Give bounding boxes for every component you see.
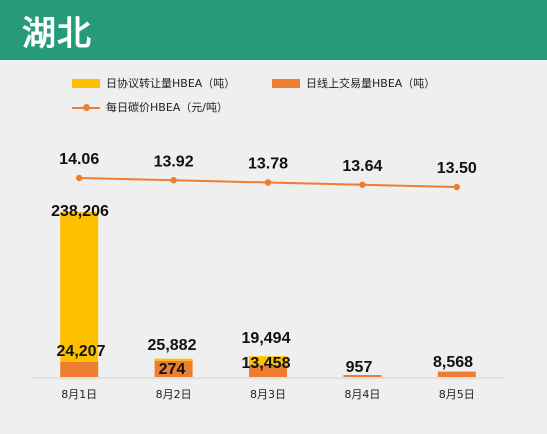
data-label-online-1: 24,207	[57, 343, 106, 360]
x-tick-label-4: 8月4日	[344, 388, 380, 401]
price-label-5: 13.50	[437, 160, 477, 177]
bar-agreement-3	[249, 356, 287, 365]
legend-swatch-price	[72, 103, 100, 112]
price-label-2: 13.92	[154, 153, 194, 170]
bar-online-5	[437, 371, 476, 377]
price-point-2	[170, 177, 177, 184]
x-tick-label-5: 8月5日	[439, 388, 475, 401]
data-label-agreement-3: 13,458	[242, 355, 291, 372]
x-tick-label-2: 8月2日	[156, 388, 192, 401]
data-label-online-2: 25,882	[148, 337, 197, 354]
page-title: 湖北	[22, 14, 92, 54]
x-tick-label-3: 8月3日	[250, 388, 286, 401]
data-label-online-4: 957	[346, 359, 373, 376]
data-label-online-3: 19,494	[242, 330, 291, 347]
data-label-agreement-2: 274	[159, 361, 186, 378]
header-bar: 湖北	[0, 0, 547, 60]
legend-swatch-agreement	[72, 78, 100, 88]
bar-online-1	[60, 361, 99, 377]
price-label-1: 14.06	[59, 151, 99, 168]
legend-item-agreement: 日协议转让量HBEA（吨）	[72, 75, 235, 91]
legend-item-price: 每日碳价HBEA（元/吨）	[72, 99, 228, 115]
bar-online-3	[249, 364, 287, 377]
legend-label-online: 日线上交易量HBEA（吨）	[306, 77, 436, 90]
x-tick-label-1: 8月1日	[61, 388, 97, 401]
price-point-3	[264, 179, 272, 186]
legend-item-online: 日线上交易量HBEA（吨）	[272, 75, 435, 91]
price-point-4	[359, 181, 366, 188]
legend-label-price: 每日碳价HBEA（元/吨）	[106, 101, 228, 114]
data-label-agreement-1: 238,206	[51, 203, 109, 220]
price-point-1	[76, 174, 83, 182]
price-label-3: 13.78	[248, 156, 288, 173]
legend-swatch-online	[272, 78, 300, 88]
bar-agreement-2	[154, 358, 193, 361]
bar-online-4	[343, 375, 382, 377]
bar-online-2	[154, 360, 193, 377]
legend-label-agreement: 日协议转让量HBEA（吨）	[106, 77, 236, 90]
price-label-4: 13.64	[342, 158, 382, 175]
price-point-5	[453, 183, 460, 191]
data-label-online-5: 8,568	[433, 354, 473, 371]
bar-agreement-1	[60, 211, 99, 362]
